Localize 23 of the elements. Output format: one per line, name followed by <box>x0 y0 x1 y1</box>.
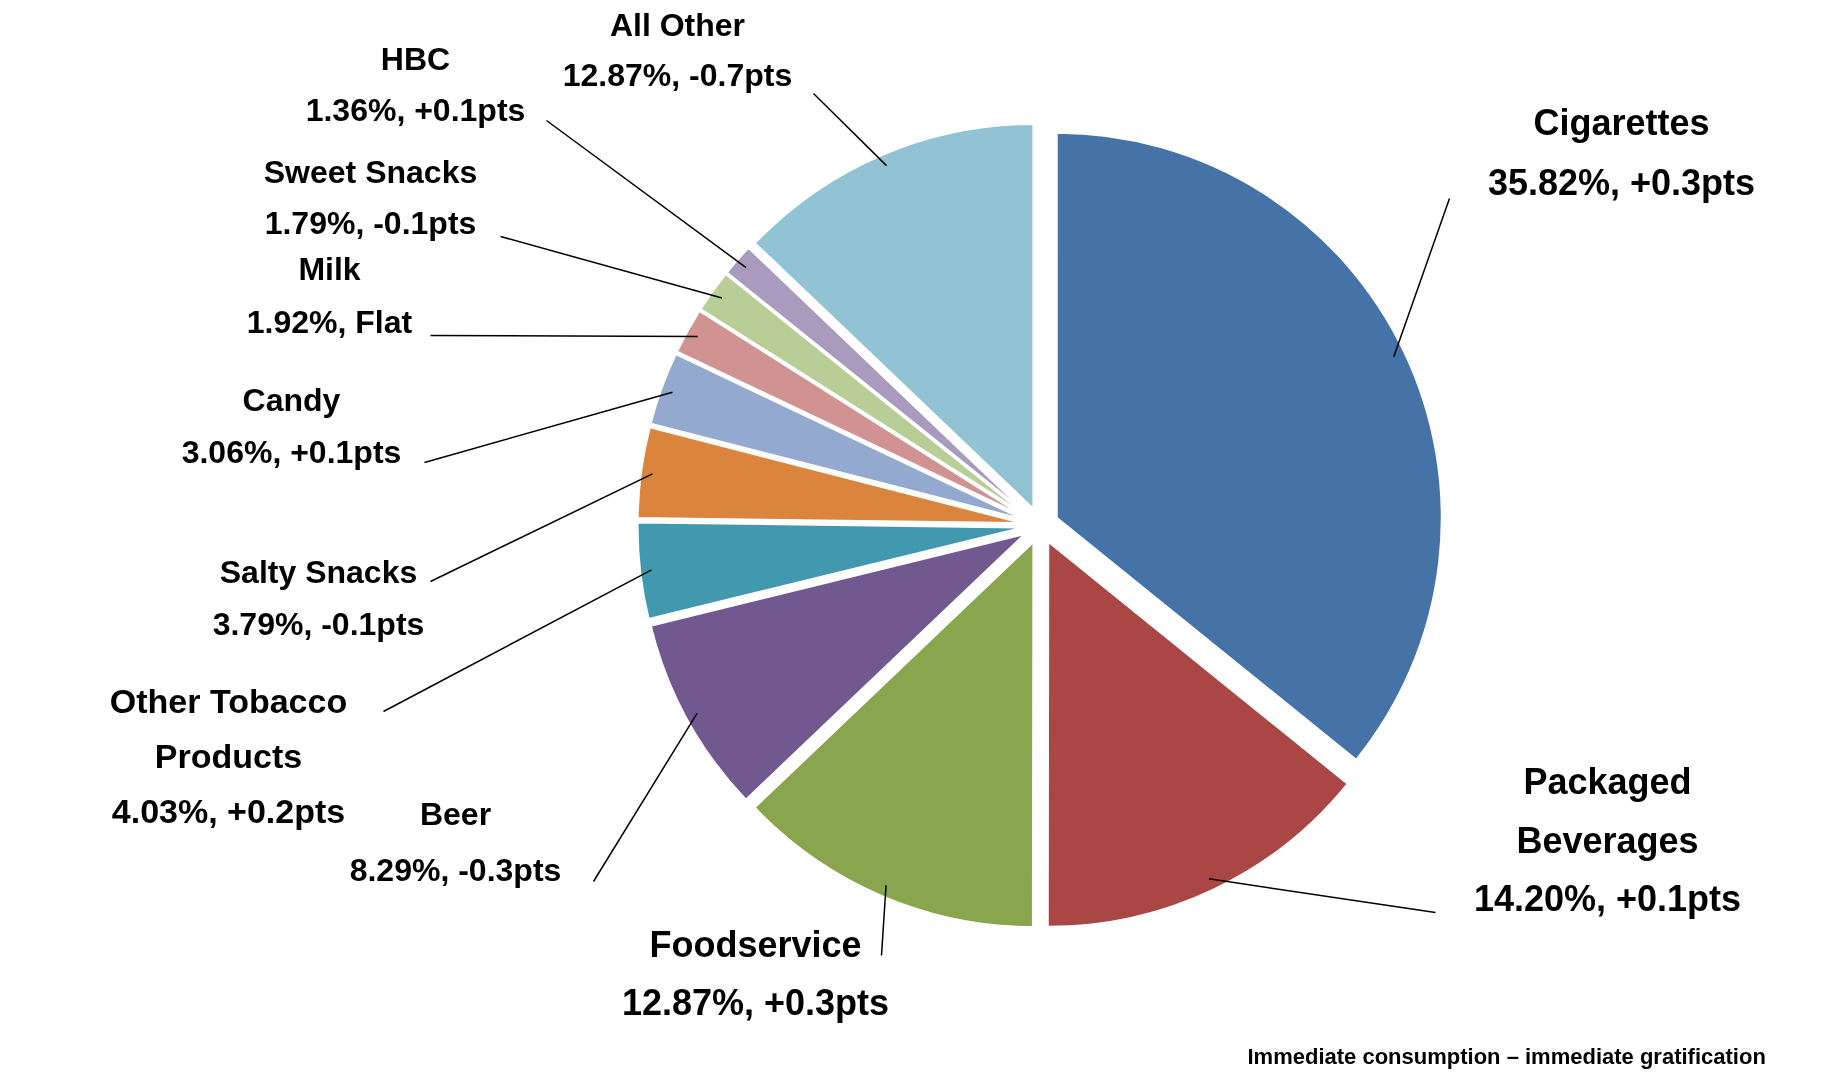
slice-label: Salty Snacks <box>219 553 418 590</box>
data-label: 1.79%, -0.1pts <box>264 204 477 241</box>
slice-label: Other Tobacco Products <box>109 681 348 775</box>
data-label: 3.79%, -0.1pts <box>212 605 425 642</box>
slice-label: Cigarettes <box>1533 102 1710 143</box>
data-label: 4.03%, +0.2pts <box>111 791 346 830</box>
slice-label: Foodservice <box>649 924 862 965</box>
data-label: 1.92%, Flat <box>246 303 413 340</box>
slice-label: Candy <box>242 381 341 418</box>
data-label: 3.06%, +0.1pts <box>181 433 402 470</box>
slice-label: Milk <box>298 250 361 287</box>
data-label: 12.87%, -0.7pts <box>562 56 793 93</box>
slice-label: Packaged Beverages <box>1516 761 1699 861</box>
slice-label: HBC <box>380 40 451 77</box>
data-label: 1.36%, +0.1pts <box>305 91 526 128</box>
data-label: 8.29%, -0.3pts <box>349 851 562 888</box>
slice-label: Beer <box>419 795 492 832</box>
text: Immediate consumption – immediate gratification <box>1247 1044 1766 1069</box>
data-label: 35.82%, +0.3pts <box>1487 162 1756 203</box>
slice-label: Sweet Snacks <box>263 153 478 190</box>
data-label: 12.87%, +0.3pts <box>621 982 890 1023</box>
slice-label: All Other <box>609 6 746 43</box>
data-label: 14.20%, +0.1pts <box>1473 878 1742 919</box>
